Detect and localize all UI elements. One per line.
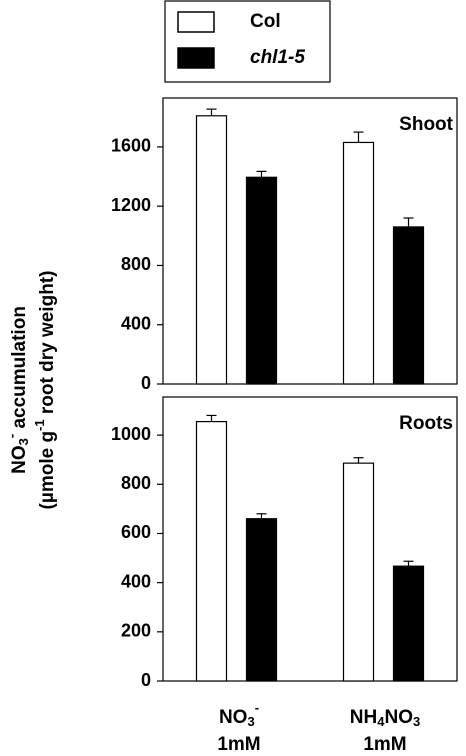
bar [342,141,375,385]
label-part: 4 [377,714,385,729]
label-part: - [4,434,19,438]
bar [195,420,228,682]
x-tick-label: 1mM [217,734,260,755]
x-tick-label: NH4NO3 [350,707,420,729]
x-tick-label: NO3- [219,700,259,729]
bar [245,176,278,385]
y-label-line1: NO3- accumulation [4,306,31,474]
label-part: accumulation [9,306,30,434]
panel-title: Shoot [399,114,453,135]
label-part: 3 [16,438,31,445]
y-tick-label: 0 [141,670,151,690]
panel-title: Roots [399,413,453,434]
legend-label: Col [250,11,281,32]
y-tick-label: 1200 [111,195,151,215]
y-tick-label: 800 [121,473,151,493]
y-tick-label: 1000 [111,424,151,444]
y-label-line2: (µmole g-1 root dry weight) [32,271,58,510]
label-part: 3 [247,714,254,729]
y-tick-label: 600 [121,522,151,542]
bar [195,115,228,385]
bar [392,565,425,682]
y-tick-label: 1600 [111,136,151,156]
bar [342,462,375,682]
bar [245,518,278,682]
y-tick-label: 400 [121,313,151,333]
label-part: 3 [413,714,420,729]
label-part: NO [9,445,30,474]
bar [392,226,425,385]
label-part: NO [219,707,248,728]
y-tick-label: 200 [121,621,151,641]
legend-swatch [177,11,215,33]
y-axis-label: NO3- accumulation (µmole g-1 root dry we… [4,271,58,510]
label-part: (µmole g [37,431,58,510]
y-tick-label: 800 [121,254,151,274]
legend-label: chl1-5 [250,47,305,68]
plot-frame [162,396,458,682]
legend-swatch [177,47,215,69]
y-tick-label: 0 [141,373,151,393]
label-part: - [255,700,259,715]
y-tick-label: 400 [121,571,151,591]
plot-frame [162,97,458,385]
label-part: NO [384,707,413,728]
label-part: -1 [32,419,47,431]
label-part: NH [350,707,377,728]
label-part: root dry weight) [37,271,58,420]
x-tick-label: 1mM [363,734,406,755]
